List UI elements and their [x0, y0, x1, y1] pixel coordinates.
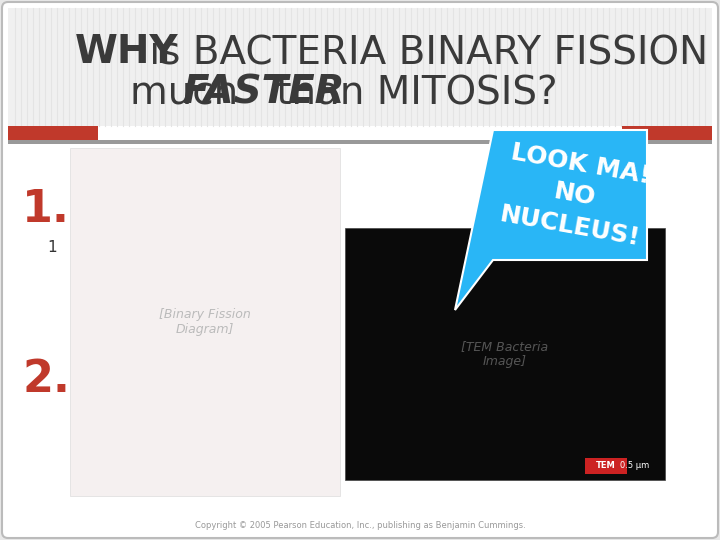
- Polygon shape: [455, 130, 647, 310]
- Bar: [8, 126, 98, 140]
- Text: 0.5 μm: 0.5 μm: [621, 462, 649, 470]
- Text: 1: 1: [48, 240, 57, 255]
- Text: LOOK MA!
NO
NUCLEUS!: LOOK MA! NO NUCLEUS!: [498, 140, 652, 250]
- Bar: [345, 228, 665, 480]
- Text: TEM: TEM: [596, 462, 616, 470]
- Text: [TEM Bacteria
Image]: [TEM Bacteria Image]: [462, 340, 549, 368]
- Bar: [622, 126, 712, 140]
- Bar: [8, 140, 712, 144]
- Text: [Binary Fission
Diagram]: [Binary Fission Diagram]: [159, 308, 251, 336]
- Text: 2.: 2.: [22, 359, 70, 402]
- Text: WHY: WHY: [75, 33, 179, 71]
- Text: Copyright © 2005 Pearson Education, Inc., publishing as Benjamin Cummings.: Copyright © 2005 Pearson Education, Inc.…: [194, 521, 526, 530]
- Text: is BACTERIA BINARY FISSION so: is BACTERIA BINARY FISSION so: [137, 33, 720, 71]
- Text: 1.: 1.: [22, 188, 70, 232]
- Bar: [585, 458, 627, 474]
- Text: FASTER: FASTER: [182, 74, 344, 112]
- Text: than MITOSIS?: than MITOSIS?: [264, 74, 557, 112]
- Text: much: much: [130, 74, 251, 112]
- Bar: [70, 148, 340, 496]
- Bar: [8, 8, 712, 126]
